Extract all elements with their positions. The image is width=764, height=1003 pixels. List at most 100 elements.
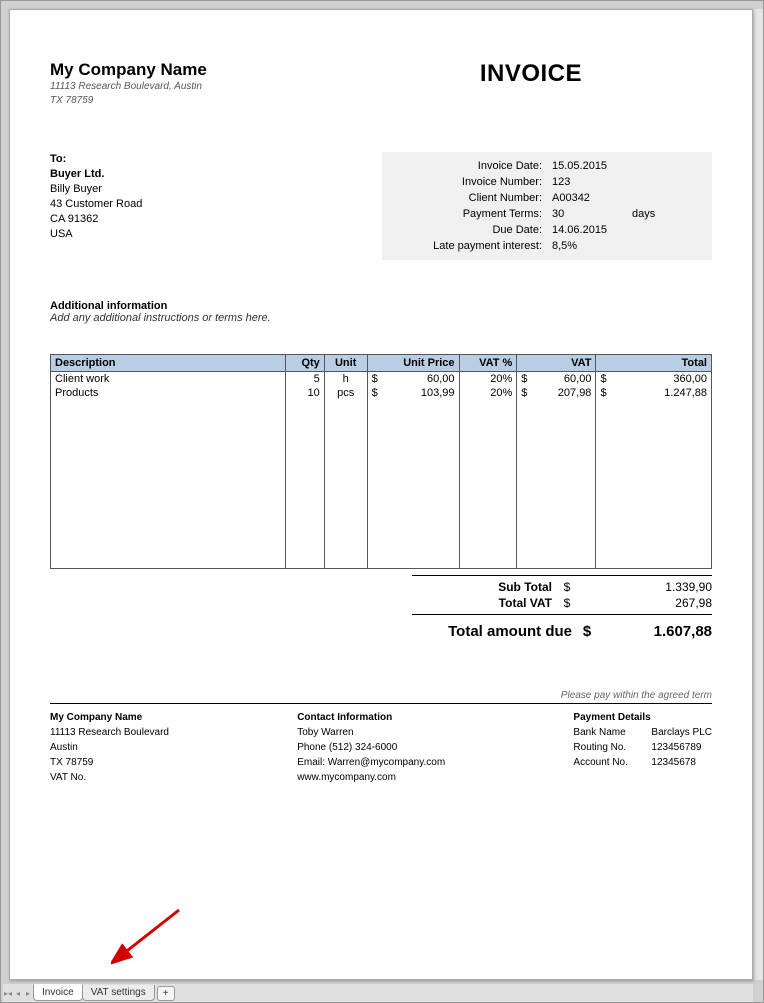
empty-cell: [51, 554, 286, 569]
table-row: Client work5h$60,0020%$60,00$360,00: [51, 372, 712, 387]
footer-company-line: Austin: [50, 740, 169, 755]
buyer-address-line: Billy Buyer: [50, 182, 142, 197]
footer-payment-key: Account No.: [573, 755, 651, 770]
meta-label: Payment Terms:: [392, 206, 552, 222]
empty-cell: [324, 414, 367, 428]
empty-cell: [459, 470, 517, 484]
empty-cell: [324, 512, 367, 526]
currency-symbol: $: [600, 387, 606, 399]
currency-symbol: $: [372, 373, 378, 385]
currency-symbol: $: [521, 373, 527, 385]
empty-cell: [459, 554, 517, 569]
tab-add-button[interactable]: +: [157, 986, 175, 1001]
empty-cell: [459, 456, 517, 470]
cell-vat-pct: 20%: [459, 386, 517, 400]
empty-cell: [286, 456, 325, 470]
currency-symbol: $: [372, 387, 378, 399]
empty-cell: [367, 400, 459, 414]
company-name: My Company Name: [50, 60, 207, 80]
footer-company-line: 11113 Research Boulevard: [50, 725, 169, 740]
footer-contact-line: Email: Warren@mycompany.com: [297, 755, 445, 770]
col-unit-price: Unit Price: [367, 355, 459, 372]
footer-payment-value: 123456789: [651, 740, 701, 755]
footer-company-head: My Company Name: [50, 710, 169, 725]
buyer-address-line: USA: [50, 227, 142, 242]
empty-cell: [324, 442, 367, 456]
meta-row: Invoice Number:123: [392, 174, 702, 190]
empty-cell: [459, 512, 517, 526]
meta-label: Due Date:: [392, 222, 552, 238]
footer-payment: Payment Details Bank NameBarclays PLCRou…: [573, 710, 712, 785]
table-row-empty: [51, 442, 712, 456]
meta-value: A00342: [552, 190, 612, 206]
money-value: 103,99: [421, 387, 455, 399]
tab-nav-prev[interactable]: ◂: [13, 989, 23, 998]
empty-cell: [367, 414, 459, 428]
empty-cell: [596, 554, 712, 569]
invoice-title: INVOICE: [480, 60, 582, 108]
empty-cell: [51, 414, 286, 428]
empty-cell: [324, 400, 367, 414]
empty-cell: [367, 512, 459, 526]
empty-cell: [367, 526, 459, 540]
meta-label: Invoice Date:: [392, 158, 552, 174]
footer-contact-line: www.mycompany.com: [297, 770, 445, 785]
empty-cell: [596, 540, 712, 554]
subtotal-label: Sub Total: [412, 579, 552, 595]
empty-cell: [517, 442, 596, 456]
empty-cell: [517, 456, 596, 470]
empty-cell: [517, 470, 596, 484]
pay-note: Please pay within the agreed term: [50, 690, 712, 701]
footer-payment-key: Routing No.: [573, 740, 651, 755]
empty-cell: [596, 456, 712, 470]
empty-cell: [51, 498, 286, 512]
vertical-scrollbar[interactable]: [753, 9, 763, 980]
additional-info-head: Additional information: [50, 300, 712, 312]
empty-cell: [286, 428, 325, 442]
invoice-meta-box: Invoice Date:15.05.2015Invoice Number:12…: [382, 152, 712, 260]
company-address-2: TX 78759: [50, 94, 207, 108]
empty-cell: [286, 470, 325, 484]
empty-cell: [51, 484, 286, 498]
footer-payment-row: Bank NameBarclays PLC: [573, 725, 712, 740]
money-cell: $207,98: [517, 386, 596, 400]
empty-cell: [517, 484, 596, 498]
footer-company: My Company Name 11113 Research Boulevard…: [50, 710, 169, 785]
spreadsheet-window: My Company Name 11113 Research Boulevard…: [0, 0, 764, 1003]
empty-cell: [286, 554, 325, 569]
empty-cell: [286, 498, 325, 512]
empty-cell: [459, 414, 517, 428]
empty-cell: [324, 554, 367, 569]
empty-cell: [286, 442, 325, 456]
empty-cell: [324, 428, 367, 442]
empty-cell: [324, 498, 367, 512]
meta-value: 8,5%: [552, 238, 612, 254]
tab-nav-next[interactable]: ▸: [23, 989, 33, 998]
money-value: 60,00: [427, 373, 455, 385]
tab-invoice[interactable]: Invoice: [33, 984, 83, 1001]
col-description: Description: [51, 355, 286, 372]
money-cell: $60,00: [517, 372, 596, 387]
table-row-empty: [51, 414, 712, 428]
tab-vat-settings[interactable]: VAT settings: [82, 985, 155, 1001]
table-row-empty: [51, 470, 712, 484]
empty-cell: [286, 414, 325, 428]
meta-row: Due Date:14.06.2015: [392, 222, 702, 238]
empty-cell: [517, 400, 596, 414]
empty-cell: [517, 512, 596, 526]
cell-qty: 10: [286, 386, 325, 400]
money-value: 207,98: [558, 387, 592, 399]
footer-payment-key: Bank Name: [573, 725, 651, 740]
empty-cell: [459, 540, 517, 554]
currency: $: [552, 595, 582, 611]
empty-cell: [459, 498, 517, 512]
tab-nav-first[interactable]: ▸◂: [3, 989, 13, 998]
empty-cell: [596, 442, 712, 456]
currency-symbol: $: [600, 373, 606, 385]
company-address-1: 11113 Research Boulevard, Austin: [50, 80, 207, 94]
subtotal-value: 1.339,90: [582, 579, 712, 595]
buyer-address-line: CA 91362: [50, 212, 142, 227]
empty-cell: [596, 470, 712, 484]
empty-cell: [596, 484, 712, 498]
totalvat-value: 267,98: [582, 595, 712, 611]
